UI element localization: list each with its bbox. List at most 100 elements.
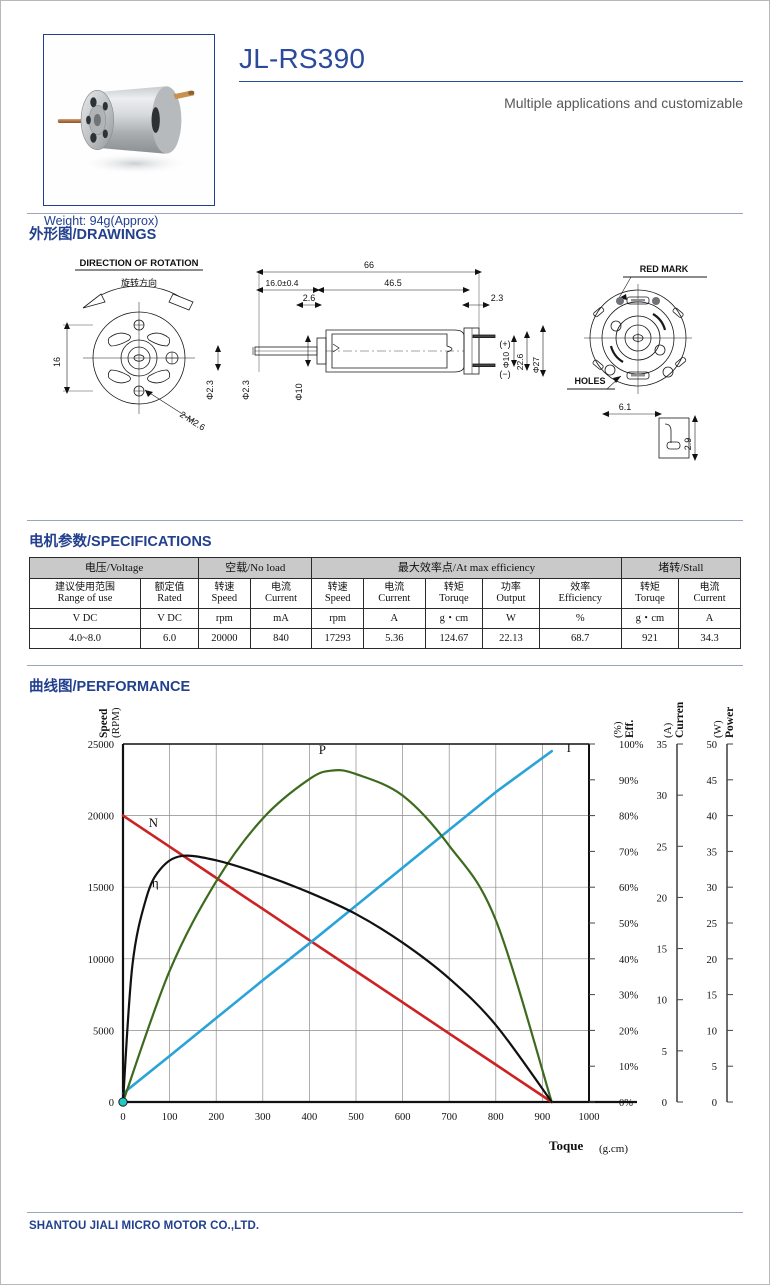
spec-unit-1: V DC <box>139 608 200 629</box>
y-tick-efficiency: 0% <box>619 1098 633 1109</box>
axis-title-power: Power <box>724 707 736 738</box>
dim-total-66: 66 <box>364 260 374 270</box>
spec-col-1: 额定值 Rated <box>139 578 200 609</box>
spec-col-6: 转矩 Toruqe <box>424 578 484 609</box>
front-view-title-cn: 旋转方向 <box>121 277 157 289</box>
spec-value-7: 22.13 <box>482 628 540 649</box>
label-red-mark: RED MARK <box>640 264 689 274</box>
axis-unit-efficiency: (%) <box>612 721 624 738</box>
drawings-divider <box>27 213 743 214</box>
spec-value-2: 20000 <box>198 628 251 649</box>
front-view-title: DIRECTION OF ROTATION <box>80 258 199 269</box>
curve-label-η: η <box>152 875 159 890</box>
x-tick: 100 <box>162 1112 178 1123</box>
x-tick: 800 <box>488 1112 504 1123</box>
y-tick-power: 35 <box>707 847 718 858</box>
y-tick-current: 0 <box>662 1098 667 1109</box>
spec-value-8: 68.7 <box>538 628 622 649</box>
y-tick-current: 30 <box>657 791 668 802</box>
x-tick: 0 <box>120 1112 125 1123</box>
spec-group-voltage: 电压/Voltage <box>28 557 200 579</box>
y-tick-current: 10 <box>657 996 668 1007</box>
x-tick: 900 <box>535 1112 551 1123</box>
y-tick-efficiency: 90% <box>619 776 639 787</box>
drawings-area: DIRECTION OF ROTATION 旋转方向 <box>27 250 743 520</box>
y-tick-efficiency: 80% <box>619 812 639 823</box>
technical-drawings: DIRECTION OF ROTATION 旋转方向 <box>52 258 707 461</box>
y-tick-current: 20 <box>657 893 668 904</box>
y-tick-power: 45 <box>707 776 718 787</box>
spec-unit-8: % <box>538 608 622 629</box>
y-tick-power: 5 <box>712 1062 717 1073</box>
y-tick-power: 25 <box>707 919 718 930</box>
performance-divider <box>27 665 743 666</box>
x-tick: 600 <box>395 1112 411 1123</box>
spec-col-5: 电流 Current <box>362 578 426 609</box>
axis-title-current: Current <box>674 702 686 738</box>
spec-col-0: 建议使用范围 Range of use <box>29 578 141 609</box>
rear-view-drawing: RED MARK <box>567 264 707 461</box>
spec-col-2: 转速 Speed <box>198 578 251 609</box>
spec-column-header-row: 建议使用范围 Range of use 额定值 Rated 转速 Speed 电… <box>29 578 741 609</box>
y-tick-power: 20 <box>707 955 718 966</box>
y-tick-efficiency: 60% <box>619 883 639 894</box>
axis-unit-power: (W) <box>712 720 724 738</box>
page-title: JL-RS390 <box>239 43 366 74</box>
dim-61: 6.1 <box>619 402 632 412</box>
spec-unit-7: W <box>482 608 540 629</box>
x-tick: 300 <box>255 1112 271 1123</box>
spec-value-9: 921 <box>620 628 680 649</box>
terminal-plus: (+) <box>499 339 510 349</box>
curve-I <box>121 749 554 1095</box>
curve-label-P: P <box>319 742 326 757</box>
dim-shaft-dia: Φ2.3 <box>205 380 215 400</box>
spec-group-noload: 空载/No load <box>198 557 313 579</box>
footer-divider <box>27 1212 743 1213</box>
x-tick: 200 <box>208 1112 224 1123</box>
spec-value-0: 4.0~8.0 <box>29 628 141 649</box>
origin-marker <box>118 1097 128 1107</box>
x-tick: 1000 <box>579 1112 600 1123</box>
spec-col-8: 效率 Efficiency <box>538 578 622 609</box>
spec-col-4: 转速 Speed <box>311 578 364 609</box>
curve-label-I: I <box>567 740 571 755</box>
product-photo <box>43 34 215 206</box>
dim-29: 2.9 <box>683 438 693 451</box>
spec-group-maxeff: 最大效率点/At max efficiency <box>311 557 622 579</box>
y-tick-current: 15 <box>657 945 668 956</box>
page-subtitle: Multiple applications and customizable <box>504 95 743 111</box>
axis-unit-current: (A) <box>662 722 674 738</box>
spec-unit-4: rpm <box>311 608 364 629</box>
y-tick-efficiency: 20% <box>619 1026 639 1037</box>
spec-value-3: 840 <box>249 628 313 649</box>
dim-height-16: 16 <box>52 357 62 367</box>
y-tick-current: 25 <box>657 842 668 853</box>
x-tick: 400 <box>302 1112 318 1123</box>
terminal-minus: (−) <box>499 369 510 379</box>
title-divider <box>239 81 743 82</box>
page-header: Weight: 94g(Approx) JL-RS390 Multiple ap… <box>1 1 769 228</box>
spec-unit-2: rpm <box>198 608 251 629</box>
dim-shaft-len: 16.0±0.4 <box>265 278 298 288</box>
y-tick-power: 50 <box>707 740 718 751</box>
dim-shaft-dia-10: Φ10 <box>294 383 304 400</box>
y-tick-power: 30 <box>707 883 718 894</box>
y-tick-speed: 20000 <box>88 812 114 823</box>
performance-chart-area: 0 5000 10000 15000 20000 25000 Speed (RPM) 0 100 2… <box>27 702 743 1212</box>
spec-unit-5: A <box>362 608 426 629</box>
y-tick-speed: 25000 <box>88 740 114 751</box>
x-tick: 500 <box>348 1112 364 1123</box>
x-tick: 700 <box>441 1112 457 1123</box>
y-tick-power: 0 <box>712 1098 717 1109</box>
spec-group-stall: 堵转/Stall <box>620 557 742 579</box>
drawings-heading: 外形图/DRAWINGS <box>29 227 157 243</box>
y-tick-efficiency: 50% <box>619 919 639 930</box>
label-holes: HOLES <box>574 376 605 386</box>
y-tick-efficiency: 70% <box>619 847 639 858</box>
dim-rear-23: 2.3 <box>491 293 504 303</box>
dim-outer-27: Φ27 <box>531 357 541 374</box>
axis-title-efficiency: Eff. <box>624 720 636 738</box>
spec-value-6: 124.67 <box>424 628 484 649</box>
spec-unit-0: V DC <box>29 608 141 629</box>
